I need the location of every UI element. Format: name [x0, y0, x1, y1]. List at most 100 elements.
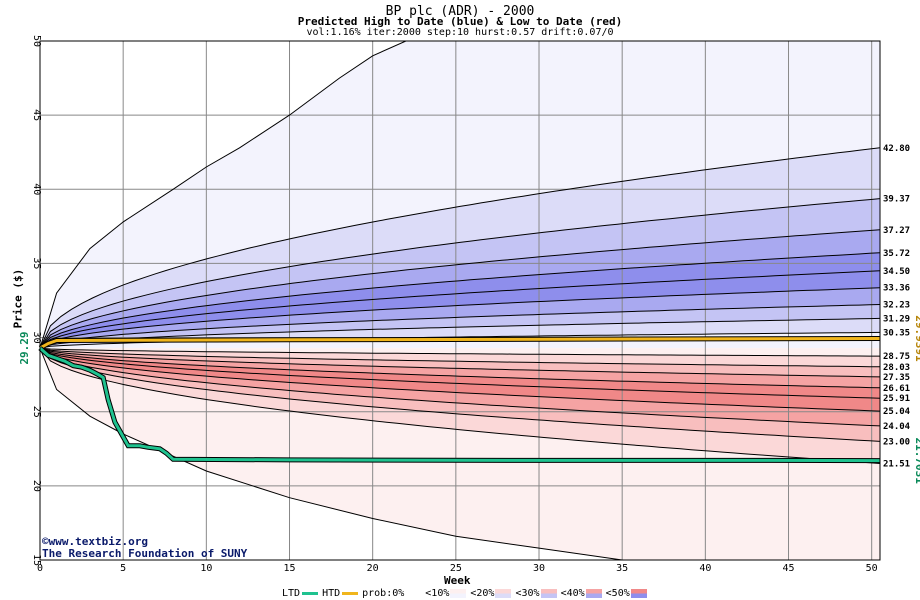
legend-htd-label: HTD: [322, 587, 341, 599]
legend-htd-swatch: [342, 591, 359, 595]
ltd-quantile-label: 26.61: [883, 384, 910, 394]
htd-final-value: 29.9391: [913, 315, 920, 362]
legend-item-prob: prob:0%: [362, 588, 423, 599]
ltd-actual-line: [39, 346, 881, 463]
legend-bin-30-swatch: [540, 588, 557, 598]
plot-frame: [39, 40, 881, 561]
legend-item-bin-40: <40%: [561, 588, 604, 599]
htd-band-outer: [40, 41, 880, 349]
y-tick-label: 30: [31, 332, 42, 344]
htd-quantile-label: 42.80: [883, 144, 910, 154]
htd-quantile-label: 34.50: [883, 267, 910, 277]
ltd-quantile-label: 25.04: [883, 407, 911, 417]
ltd-quantile-label: 21.51: [883, 459, 910, 469]
htd-quantile-label: 39.37: [883, 195, 910, 205]
y-tick-label: 45: [31, 109, 42, 121]
htd-quantile-label: 30.35: [883, 328, 910, 338]
legend-item-htd: HTD: [322, 588, 360, 599]
htd-quantile-label: 33.36: [883, 284, 910, 294]
ltd-band: [40, 348, 880, 426]
y-tick-label: 50: [31, 35, 42, 47]
y-tick-label: 15: [31, 554, 42, 566]
ltd-quantile-line: [39, 347, 881, 464]
y-tick-label: 40: [31, 183, 42, 195]
ltd-band-inner: [40, 348, 880, 357]
legend-bin-20-swatch: [495, 588, 512, 598]
htd-quantile-line: [39, 198, 881, 349]
legend-bin-50-swatch: [630, 588, 647, 598]
legend-bin-10-label: <10%: [425, 587, 450, 599]
ltd-quantile-label: 23.00: [883, 437, 910, 447]
start-price-label: 29.29: [18, 332, 31, 365]
credit-organization: The Research Foundation of SUNY: [42, 547, 248, 560]
ltd-quantile-label: 28.03: [883, 363, 910, 373]
ltd-quantile-label: 24.04: [883, 422, 911, 432]
legend-ltd-swatch: [302, 591, 319, 595]
htd-band: [40, 229, 880, 349]
legend-bin-20-label: <20%: [470, 587, 495, 599]
simulation-parameters: vol:1.16% iter:2000 step:10 hurst:0.57 d…: [306, 27, 614, 38]
x-tick-label: 20: [367, 563, 379, 574]
htd-quantile-line: [39, 229, 881, 349]
ltd-band: [40, 348, 880, 399]
chart-title: BP plc (ADR) - 2000: [385, 4, 535, 19]
htd-quantile-line: [39, 317, 881, 349]
htd-quantile-label: 31.29: [883, 314, 910, 324]
actual-series: [38, 336, 881, 464]
y-tick-label: 25: [31, 406, 42, 418]
x-tick-label: 45: [782, 563, 794, 574]
ltd-quantile-line: [39, 347, 881, 368]
x-tick-label: 25: [450, 563, 462, 574]
y-tick-label: 20: [31, 480, 42, 492]
htd-quantile-line: [39, 252, 881, 349]
htd-band: [40, 318, 880, 349]
x-tick-label: 0: [37, 563, 43, 574]
legend-item-ltd: LTD: [282, 588, 320, 599]
ltd-quantile-line: [39, 347, 881, 412]
axes: [39, 40, 881, 561]
legend-item-bin-20: <20%: [470, 588, 513, 599]
ltd-band: [40, 348, 880, 377]
y-axis-label: Price ($): [11, 268, 25, 329]
htd-quantile-line: [39, 287, 881, 349]
ltd-band: [40, 348, 880, 412]
htd-band: [40, 304, 880, 349]
y-tick-label: 35: [31, 257, 42, 269]
ltd-final-value: 21.7031: [913, 437, 920, 484]
ltd-quantile-line: [39, 347, 881, 399]
x-tick-label: 40: [699, 563, 711, 574]
htd-band: [40, 147, 880, 349]
htd-quantile-line: [39, 147, 881, 349]
htd-quantile-label: 37.27: [883, 226, 910, 236]
ltd-quantile-label: 27.35: [883, 373, 910, 383]
ltd-band: [40, 348, 880, 464]
ltd-quantile-line: [39, 347, 881, 427]
x-tick-label: 10: [200, 563, 212, 574]
htd-band: [40, 270, 880, 349]
legend-prob-label: prob:0%: [362, 587, 405, 599]
htd-quantile-line: [39, 270, 881, 349]
x-tick-label: 35: [616, 563, 628, 574]
htd-actual-line: [39, 337, 881, 350]
chart-subtitle: Predicted High to Date (blue) & Low to D…: [297, 15, 623, 28]
legend-ltd-label: LTD: [282, 587, 301, 599]
x-tick-label: 5: [120, 563, 126, 574]
outer-lower-envelope: [39, 347, 880, 561]
legend-item-bin-50: <50%: [606, 588, 649, 599]
ltd-band: [40, 348, 880, 388]
credit-website: ©www.textbiz.org: [42, 535, 148, 548]
ltd-quantile-label: 28.75: [883, 352, 910, 362]
ltd-quantile-line: [39, 347, 880, 357]
probability-bands: [40, 41, 880, 560]
ltd-quantile-line: [39, 347, 881, 442]
legend-item-bin-10: <10%: [425, 588, 468, 599]
ltd-band-outer: [40, 348, 880, 560]
legend-bin-40-swatch: [585, 588, 602, 598]
htd-quantile-label: 32.23: [883, 301, 910, 311]
x-axis-label: Week: [444, 574, 471, 587]
htd-quantile-label: 35.72: [883, 249, 910, 259]
x-tick-label: 30: [533, 563, 545, 574]
ltd-band: [40, 348, 880, 367]
legend-bin-10-swatch: [450, 588, 467, 598]
